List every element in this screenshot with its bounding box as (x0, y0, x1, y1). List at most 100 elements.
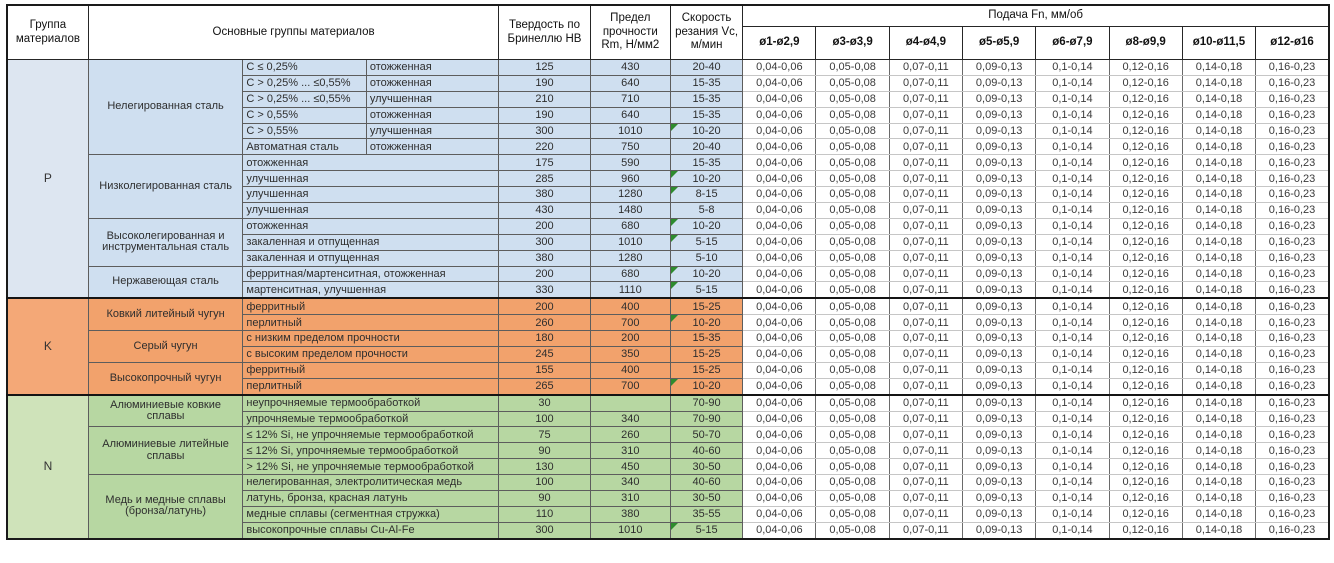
feed-cell-7: 0,16-0,23 (1255, 490, 1330, 507)
feed-cell-6: 0,14-0,18 (1181, 249, 1257, 267)
feed-cell-5: 0,12-0,16 (1108, 410, 1183, 428)
feed-cell-5: 0,12-0,16 (1108, 106, 1183, 124)
feed-cell-0: 0,04-0,06 (742, 217, 817, 235)
speed-cell: 40-60 (669, 474, 744, 492)
feed-cell-1: 0,05-0,08 (815, 202, 890, 219)
feed-cell-7: 0,16-0,23 (1255, 346, 1330, 363)
speed-cell: 15-35 (669, 154, 744, 172)
speed-cell: 10-20 (669, 314, 744, 332)
feed-cell-2: 0,07-0,11 (888, 154, 964, 172)
comment-marker-icon (671, 523, 678, 530)
feed-cell-2: 0,07-0,11 (888, 170, 964, 188)
feed-cell-4: 0,1-0,14 (1035, 330, 1110, 348)
description-cell: медные сплавы (сегментная стружка) (242, 505, 500, 523)
diameter-header-row: ø1-ø2,9 ø3-ø3,9 ø4-ø4,9 ø5-ø5,9 ø6-ø7,9 ø8-ø9… (7, 26, 1330, 60)
feed-cell-6: 0,14-0,18 (1181, 233, 1257, 251)
feed-cell-6: 0,14-0,18 (1181, 106, 1257, 124)
hardness-cell: 30 (498, 393, 591, 412)
feed-cell-3: 0,09-0,13 (962, 377, 1037, 396)
strength-cell: 350 (589, 346, 671, 363)
feed-cell-6: 0,14-0,18 (1181, 346, 1257, 363)
table-row: C > 0,55% улучшенная 300 1010 10-20 0,04-0,06… (7, 122, 1330, 140)
table-row: мартенситная, улучшенная 330 1110 5-15 0,04-… (7, 281, 1330, 299)
feed-cell-2: 0,07-0,11 (888, 314, 964, 332)
header-diameter-7: ø12-ø16 (1255, 26, 1330, 60)
feed-cell-5: 0,12-0,16 (1108, 490, 1183, 507)
state-cell: отожженная (365, 138, 500, 156)
description-cell: отожженная (242, 217, 500, 235)
table-header: Группа материалов Основные группы матери… (6, 4, 1330, 60)
feed-cell-4: 0,1-0,14 (1035, 346, 1110, 363)
feed-cell-4: 0,1-0,14 (1035, 281, 1110, 299)
feed-cell-5: 0,12-0,16 (1108, 154, 1183, 172)
header-strength: Предел прочности Rm, Н/мм2 (589, 4, 671, 60)
table-row: P Нелегированная сталь C ≤ 0,25% отожженная… (6, 58, 1330, 299)
feed-cell-4: 0,1-0,14 (1035, 265, 1110, 283)
feed-cell-3: 0,09-0,13 (962, 426, 1037, 444)
feed-cell-5: 0,12-0,16 (1108, 265, 1183, 283)
feed-cell-1: 0,05-0,08 (815, 361, 890, 379)
feed-cell-6: 0,14-0,18 (1181, 281, 1257, 299)
hardness-cell: 210 (498, 90, 591, 108)
hardness-cell: 90 (498, 490, 591, 507)
feed-cell-7: 0,16-0,23 (1255, 458, 1330, 476)
feed-cell-7: 0,16-0,23 (1255, 297, 1330, 316)
comment-marker-icon (671, 315, 678, 323)
strength-cell: 310 (589, 490, 671, 507)
table-body: P Нелегированная сталь C ≤ 0,25% отожженная… (6, 58, 1330, 540)
feed-cell-3: 0,09-0,13 (962, 106, 1037, 124)
group-cell-P: P (6, 59, 89, 299)
table-row: с высоким пределом прочности 245 350 15-25 0… (7, 346, 1330, 363)
feed-cell-3: 0,09-0,13 (962, 217, 1037, 235)
feed-cell-6: 0,14-0,18 (1181, 410, 1257, 428)
feed-cell-7: 0,16-0,23 (1255, 154, 1330, 172)
hardness-cell: 265 (498, 377, 591, 396)
feed-cell-0: 0,04-0,06 (742, 458, 817, 476)
feed-cell-2: 0,07-0,11 (888, 426, 964, 444)
feed-cell-0: 0,04-0,06 (742, 154, 817, 172)
speed-cell: 5-15 (669, 521, 744, 540)
hardness-cell: 125 (498, 59, 591, 76)
comment-marker-icon (671, 124, 678, 131)
feed-cell-3: 0,09-0,13 (962, 410, 1037, 428)
strength-cell (589, 393, 671, 412)
feed-cell-6: 0,14-0,18 (1181, 202, 1257, 219)
feed-cell-3: 0,09-0,13 (962, 138, 1037, 156)
subgroup-cell: Нержавеющая сталь (87, 265, 244, 299)
strength-cell: 340 (589, 474, 671, 492)
feed-cell-0: 0,04-0,06 (742, 138, 817, 156)
speed-cell: 15-25 (669, 297, 744, 316)
feed-cell-1: 0,05-0,08 (815, 90, 890, 108)
strength-cell: 260 (589, 426, 671, 444)
hardness-cell: 300 (498, 122, 591, 140)
strength-cell: 590 (589, 154, 671, 172)
feed-cell-1: 0,05-0,08 (815, 474, 890, 492)
speed-cell: 5-10 (669, 249, 744, 267)
strength-cell: 430 (589, 59, 671, 76)
feed-cell-4: 0,1-0,14 (1035, 106, 1110, 124)
feed-cell-2: 0,07-0,11 (888, 377, 964, 396)
feed-cell-0: 0,04-0,06 (742, 410, 817, 428)
hardness-cell: 200 (498, 265, 591, 283)
speed-cell: 8-15 (669, 186, 744, 204)
feed-cell-5: 0,12-0,16 (1108, 59, 1183, 76)
subgroup-cell: Высокопрочный чугун (87, 361, 244, 396)
feed-cell-5: 0,12-0,16 (1108, 330, 1183, 348)
description-cell: закаленная и отпущенная (242, 233, 500, 251)
strength-cell: 380 (589, 505, 671, 523)
feed-cell-0: 0,04-0,06 (742, 106, 817, 124)
feed-cell-6: 0,14-0,18 (1181, 442, 1257, 460)
comment-marker-icon (671, 379, 678, 386)
speed-cell: 20-40 (669, 59, 744, 76)
hardness-cell: 330 (498, 281, 591, 299)
strength-cell: 200 (589, 330, 671, 348)
feed-cell-6: 0,14-0,18 (1181, 314, 1257, 332)
feed-cell-7: 0,16-0,23 (1255, 233, 1330, 251)
feed-cell-0: 0,04-0,06 (742, 426, 817, 444)
feed-cell-4: 0,1-0,14 (1035, 426, 1110, 444)
feed-cell-7: 0,16-0,23 (1255, 186, 1330, 204)
feed-cell-6: 0,14-0,18 (1181, 74, 1257, 92)
feed-cell-6: 0,14-0,18 (1181, 505, 1257, 523)
feed-cell-4: 0,1-0,14 (1035, 233, 1110, 251)
speed-cell: 50-70 (669, 426, 744, 444)
